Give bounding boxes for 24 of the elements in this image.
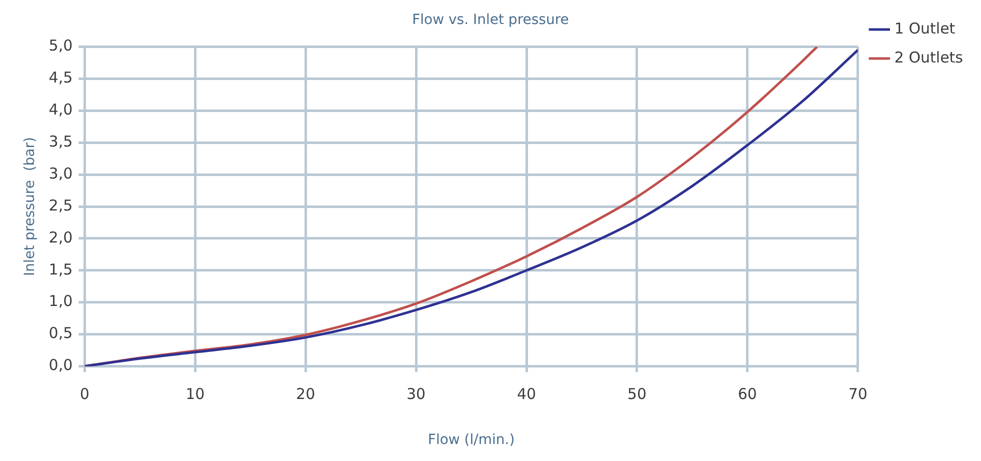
- x-tick-label: 0: [80, 385, 90, 404]
- y-tick-label: 2,5: [48, 196, 73, 214]
- legend-label: 2 Outlets: [894, 48, 964, 66]
- x-tick-label: 10: [186, 385, 205, 404]
- y-tick-label: 2,0: [48, 228, 73, 246]
- y-tick-label: 1,5: [48, 260, 73, 278]
- y-tick-label: 5,0: [48, 36, 73, 55]
- x-tick-label: 60: [738, 385, 757, 404]
- y-tick-label: 1,0: [48, 292, 73, 310]
- y-tick-label: 3,0: [48, 164, 73, 182]
- chart-title: Flow vs. Inlet pressure: [412, 12, 569, 28]
- y-tick-label: 3,5: [48, 132, 73, 151]
- x-axis-title: Flow (l/min.): [428, 432, 515, 448]
- legend-label: 1 Outlet: [894, 19, 956, 38]
- y-tick-label: 0,0: [48, 356, 73, 374]
- y-tick-label: 0,5: [48, 324, 73, 342]
- y-axis-title: Inlet pressure (bar): [22, 137, 38, 276]
- x-tick-label: 30: [406, 385, 426, 404]
- x-tick-label: 40: [516, 385, 536, 404]
- x-tick-label: 50: [627, 385, 647, 404]
- x-tick-label: 70: [848, 385, 868, 404]
- y-tick-label: 4,0: [48, 100, 73, 119]
- y-tick-label: 4,5: [48, 68, 73, 87]
- x-tick-label: 20: [296, 385, 316, 404]
